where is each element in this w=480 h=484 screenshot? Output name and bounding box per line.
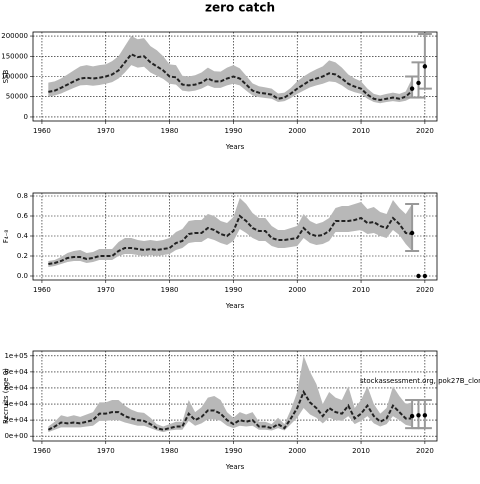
y-tick-label: 100000: [1, 73, 28, 81]
y-tick-label: 2e+04: [4, 416, 28, 424]
projection-point: [422, 413, 428, 418]
x-tick-label: 1960: [33, 127, 51, 135]
y-tick-label: 150000: [1, 52, 28, 60]
plot-frame: [32, 192, 438, 281]
x-tick-label: 2010: [352, 447, 370, 455]
x-tick-label: 2010: [352, 286, 370, 294]
x-tick-label: 1990: [224, 286, 242, 294]
estimate-line: [47, 389, 413, 431]
y-tick-label: 0.0: [17, 272, 28, 280]
projection-point: [409, 86, 415, 91]
projection-point: [409, 230, 415, 236]
projection-point: [416, 413, 421, 418]
x-axis-label: Years: [225, 302, 245, 310]
x-tick-label: 1960: [33, 447, 51, 455]
x-tick-label: 1980: [161, 447, 179, 455]
x-tick-label: 1960: [33, 286, 51, 294]
y-tick-label: 50000: [6, 93, 28, 101]
x-tick-label: 1980: [161, 286, 179, 294]
y-tick-label: 200000: [1, 32, 28, 40]
x-tick-label: 2020: [416, 286, 434, 294]
confidence-band: [48, 198, 413, 267]
x-tick-label: 2020: [416, 447, 434, 455]
y-tick-label: 4e+04: [4, 400, 28, 408]
estimate-line: [48, 53, 413, 101]
annotation: stockassessment.org, pok27B_clone, r1011…: [360, 377, 480, 385]
x-tick-label: 2000: [288, 286, 306, 294]
estimate-line: [48, 214, 413, 265]
y-tick-label: 0.4: [17, 232, 29, 240]
y-tick-label: 0: [24, 113, 28, 121]
x-tick-label: 2020: [416, 127, 434, 135]
y-axis-label: F₄₋₈: [2, 230, 10, 244]
plot-frame: [32, 31, 438, 122]
y-tick-label: 0.6: [17, 212, 29, 220]
y-tick-label: 1e+05: [4, 352, 28, 360]
x-tick-label: 2000: [288, 127, 306, 135]
y-tick-label: 6e+04: [4, 384, 28, 392]
x-axis-label: Years: [225, 143, 245, 151]
y-tick-label: 0.8: [17, 192, 28, 200]
x-tick-label: 1980: [161, 127, 179, 135]
confidence-band: [48, 36, 413, 104]
x-tick-label: 1970: [97, 127, 115, 135]
confidence-band: [48, 355, 413, 433]
x-tick-label: 2000: [288, 447, 306, 455]
y-tick-label: 0.2: [17, 252, 28, 260]
x-tick-label: 2010: [352, 127, 370, 135]
projection-point: [409, 413, 415, 419]
projection-point: [416, 273, 421, 279]
projection-point: [422, 64, 428, 69]
x-tick-label: 1970: [97, 447, 115, 455]
y-axis-label: Recruits (age 0): [2, 368, 10, 424]
y-axis-label: SSB: [2, 69, 10, 83]
projection-point: [416, 80, 421, 86]
x-tick-label: 1990: [224, 127, 242, 135]
page-title: zero catch: [205, 1, 275, 15]
y-tick-label: 8e+04: [4, 368, 28, 376]
y-tick-label: 0e+00: [4, 432, 28, 440]
x-tick-label: 1970: [97, 286, 115, 294]
projection-point: [422, 273, 428, 279]
plot-frame: [32, 350, 438, 442]
x-axis-label: Years: [225, 463, 245, 471]
x-tick-label: 1990: [224, 447, 242, 455]
